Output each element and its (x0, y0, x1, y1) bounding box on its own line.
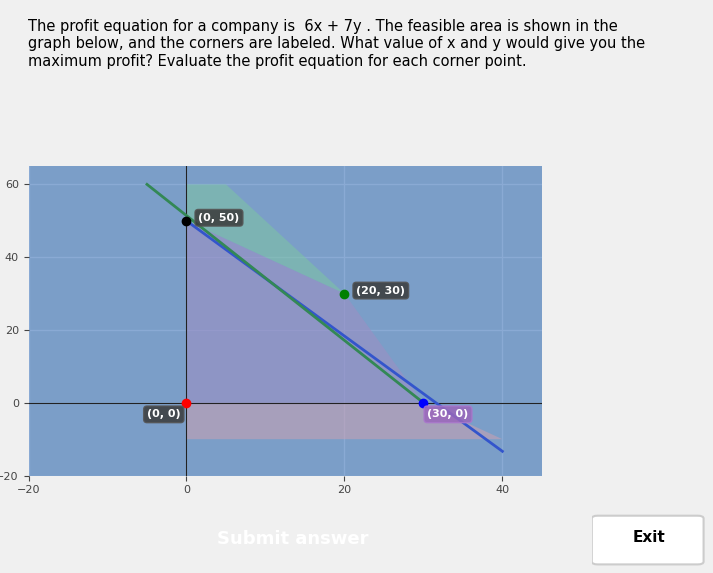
Polygon shape (187, 221, 424, 403)
Text: (20, 30): (20, 30) (356, 285, 405, 296)
Polygon shape (187, 185, 344, 293)
Text: (30, 0): (30, 0) (427, 409, 468, 419)
Text: (0, 0): (0, 0) (147, 409, 180, 419)
Text: (0, 50): (0, 50) (198, 213, 240, 223)
FancyBboxPatch shape (592, 516, 704, 564)
Text: Exit: Exit (632, 530, 665, 545)
Text: The profit equation for a company is  6x + 7y . The feasible area is shown in th: The profit equation for a company is 6x … (28, 19, 645, 69)
Polygon shape (187, 403, 503, 439)
Text: Submit answer: Submit answer (217, 529, 368, 548)
